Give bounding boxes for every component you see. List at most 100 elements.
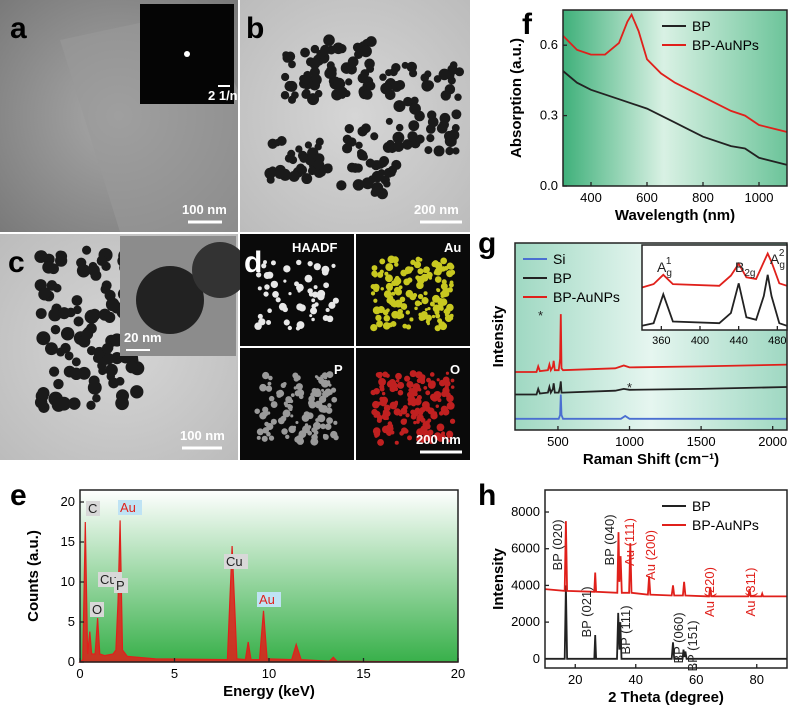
map-dot xyxy=(377,271,384,278)
map-dot xyxy=(443,290,450,297)
annotation: C xyxy=(88,501,97,516)
annotation-text: BP (020) xyxy=(550,519,565,570)
panel-letter: c xyxy=(8,246,25,279)
scale-label: 20 nm xyxy=(124,330,162,345)
x-tick-label: 800 xyxy=(692,190,714,205)
map-dot xyxy=(385,416,389,420)
map-dot xyxy=(423,266,430,274)
series-line xyxy=(545,585,787,660)
map-dot xyxy=(321,388,325,392)
map-dot xyxy=(388,295,394,300)
map-dot xyxy=(402,323,408,329)
particle xyxy=(286,80,298,92)
particle xyxy=(50,324,61,335)
map-dot xyxy=(328,383,332,387)
particle xyxy=(35,250,48,263)
map-dot xyxy=(323,375,328,380)
map-dot xyxy=(270,260,276,266)
map-dot xyxy=(448,263,455,270)
map-dot xyxy=(389,424,394,428)
map-dot xyxy=(391,256,399,264)
map-dot xyxy=(410,413,417,420)
y-tick-label: 15 xyxy=(61,534,75,549)
particle xyxy=(360,45,372,58)
map-dot xyxy=(429,301,435,307)
map-dot xyxy=(445,371,450,375)
map-dot xyxy=(384,271,389,276)
map-dot xyxy=(376,320,383,328)
map-dot xyxy=(313,430,319,435)
map-dot xyxy=(327,403,332,408)
particle xyxy=(332,42,345,55)
map-dot xyxy=(373,387,380,395)
annotation: Au xyxy=(120,500,136,515)
particle xyxy=(64,351,74,361)
annotation-text: Cu xyxy=(226,554,243,569)
map-dot xyxy=(438,379,446,387)
particle xyxy=(288,60,296,69)
particle xyxy=(379,73,387,81)
y-tick-label: 8000 xyxy=(511,504,540,519)
annotation-text: Au (111) xyxy=(622,518,637,566)
series-line xyxy=(562,12,788,133)
series-line xyxy=(515,394,787,420)
map-dot xyxy=(298,394,304,400)
map-dot xyxy=(333,420,338,425)
particle xyxy=(454,93,462,101)
annotation: Au (311) xyxy=(743,568,758,617)
particle xyxy=(37,387,50,400)
map-dot xyxy=(407,395,416,404)
map-dot xyxy=(398,285,403,290)
particle xyxy=(323,34,335,46)
map-dot xyxy=(428,276,432,280)
particle xyxy=(56,250,68,262)
plot-frame xyxy=(562,9,788,187)
map-dot xyxy=(263,260,267,265)
scale-label: 100 nm xyxy=(182,202,227,217)
map-dot xyxy=(414,306,418,311)
annotation-text: Au xyxy=(120,500,136,515)
map-dot xyxy=(295,326,301,331)
particle xyxy=(436,122,448,134)
map-dot xyxy=(328,301,336,309)
particle xyxy=(361,123,371,134)
plot-frame xyxy=(514,242,788,431)
particle xyxy=(104,311,116,323)
map-dot xyxy=(266,431,271,437)
map-dot xyxy=(261,411,266,416)
map-dot xyxy=(442,408,450,416)
particle xyxy=(53,378,64,390)
panel-letter: a xyxy=(10,12,27,45)
map-dot xyxy=(438,321,444,327)
map-dot xyxy=(407,435,413,441)
map-dot xyxy=(317,292,325,301)
panel-letter: f xyxy=(522,8,533,41)
particle xyxy=(408,120,420,132)
annotation-text: Au (311) xyxy=(743,568,758,617)
particle xyxy=(333,77,345,90)
annotation-text: A xyxy=(770,251,780,267)
map-dot xyxy=(398,412,403,417)
series-line xyxy=(544,521,787,598)
map-dot xyxy=(395,379,400,383)
y-tick-label: 0.0 xyxy=(540,178,558,193)
map-dot xyxy=(437,398,442,403)
map-dot xyxy=(403,278,411,286)
map-dot xyxy=(432,294,440,303)
particle xyxy=(192,242,248,298)
particle xyxy=(353,163,363,173)
map-dot xyxy=(420,275,425,280)
particle xyxy=(82,245,92,255)
map-dot xyxy=(323,282,329,289)
scale-label: 2 1/nm xyxy=(208,88,249,103)
plot-background xyxy=(80,490,458,662)
map-dot xyxy=(443,309,448,314)
x-tick-label: 20 xyxy=(568,672,582,687)
map-dot xyxy=(446,439,451,443)
x-tick-label: 1500 xyxy=(687,434,716,449)
map-dot xyxy=(322,433,327,438)
x-tick-label: 60 xyxy=(689,672,703,687)
particle xyxy=(438,68,451,81)
map-dot xyxy=(399,431,404,436)
particle xyxy=(60,342,71,354)
